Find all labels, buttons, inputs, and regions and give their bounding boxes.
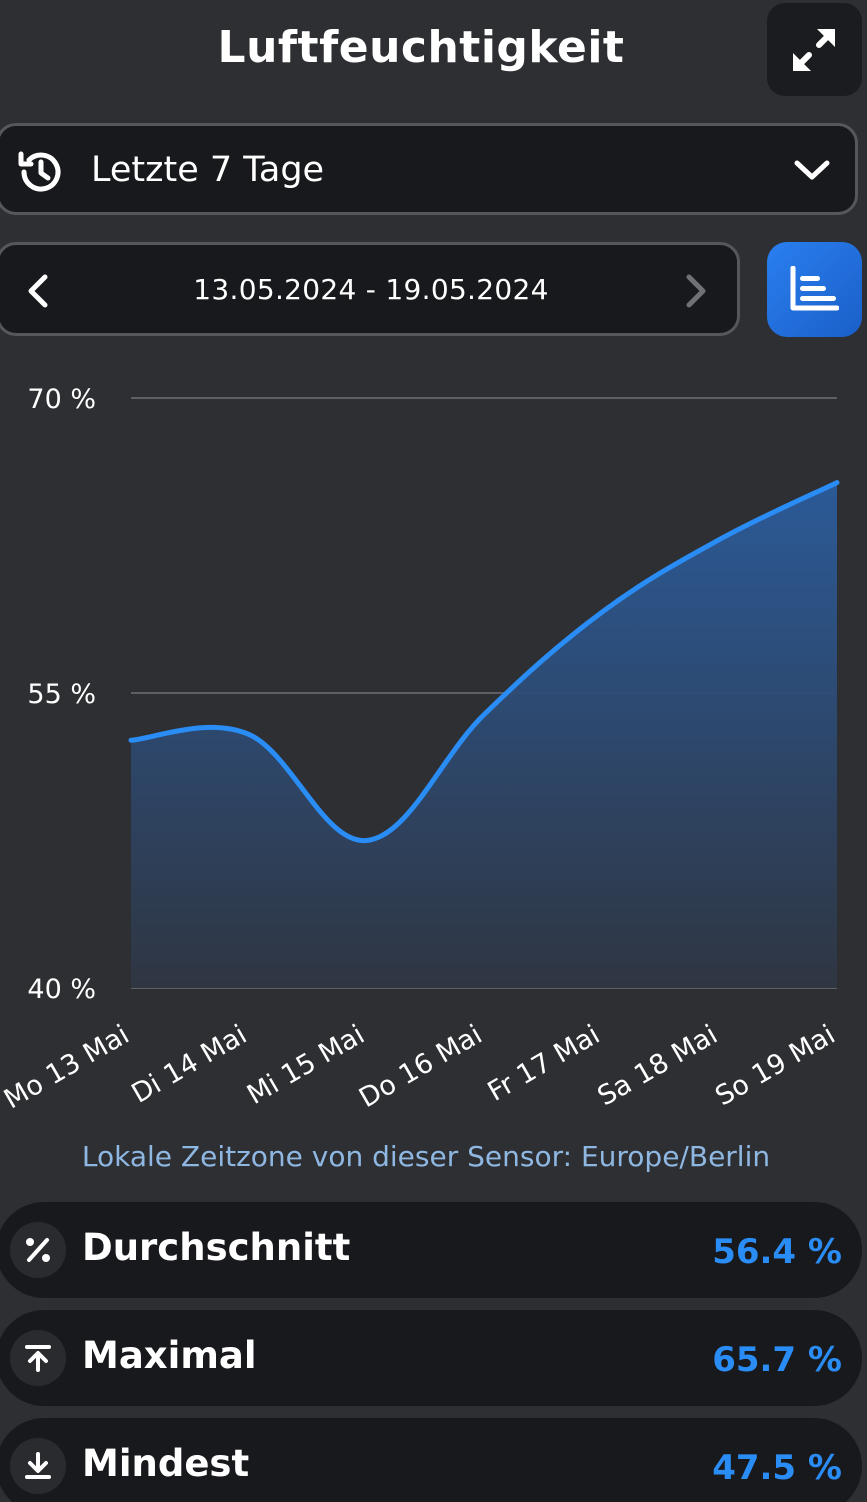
y-tick-label: 70 % (27, 384, 96, 415)
humidity-area (131, 482, 837, 988)
stat-value: 47.5 % (712, 1448, 842, 1488)
stat-value: 65.7 % (712, 1340, 842, 1380)
x-tick-label: Di 14 Mai (127, 1019, 253, 1109)
time-range-label: Letzte 7 Tage (91, 150, 325, 190)
stat-label: Maximal (82, 1334, 257, 1377)
chart-type-button[interactable] (767, 242, 862, 337)
y-tick-label: 40 % (27, 974, 96, 1005)
stat-maximum: Maximal 65.7 % (0, 1310, 862, 1406)
y-tick-label: 55 % (27, 679, 96, 710)
page-title: Luftfeuchtigkeit (217, 22, 625, 73)
arrow-down-to-line-icon (10, 1438, 66, 1494)
chevron-down-icon (794, 160, 830, 180)
chevron-right-icon[interactable] (683, 273, 709, 309)
x-tick-label: Sa 18 Mai (593, 1019, 723, 1112)
x-tick-label: Do 16 Mai (354, 1019, 487, 1114)
percent-icon (10, 1222, 66, 1278)
expand-arrows-icon (793, 29, 835, 71)
arrow-up-to-line-icon (10, 1330, 66, 1386)
stat-minimum: Mindest 47.5 % (0, 1418, 862, 1502)
stat-average: Durchschnitt 56.4 % (0, 1202, 862, 1298)
stat-label: Durchschnitt (82, 1226, 351, 1269)
x-tick-label: Mo 13 Mai (0, 1019, 135, 1115)
x-tick-label: Mi 15 Mai (242, 1019, 370, 1111)
chevron-left-icon[interactable] (25, 273, 51, 309)
stat-label: Mindest (82, 1442, 250, 1485)
time-range-select[interactable]: Letzte 7 Tage (0, 123, 858, 215)
timezone-note: Lokale Zeitzone von dieser Sensor: Europ… (81, 1140, 771, 1173)
stat-value: 56.4 % (712, 1232, 842, 1272)
x-tick-label: So 19 Mai (710, 1019, 840, 1112)
date-range-navigator: 13.05.2024 - 19.05.2024 (0, 242, 740, 336)
x-tick-label: Fr 17 Mai (483, 1019, 605, 1108)
humidity-line (128, 480, 840, 844)
date-range-text: 13.05.2024 - 19.05.2024 (193, 273, 549, 306)
bar-chart-icon (790, 266, 839, 311)
history-icon (18, 151, 61, 192)
expand-button[interactable] (767, 3, 862, 96)
